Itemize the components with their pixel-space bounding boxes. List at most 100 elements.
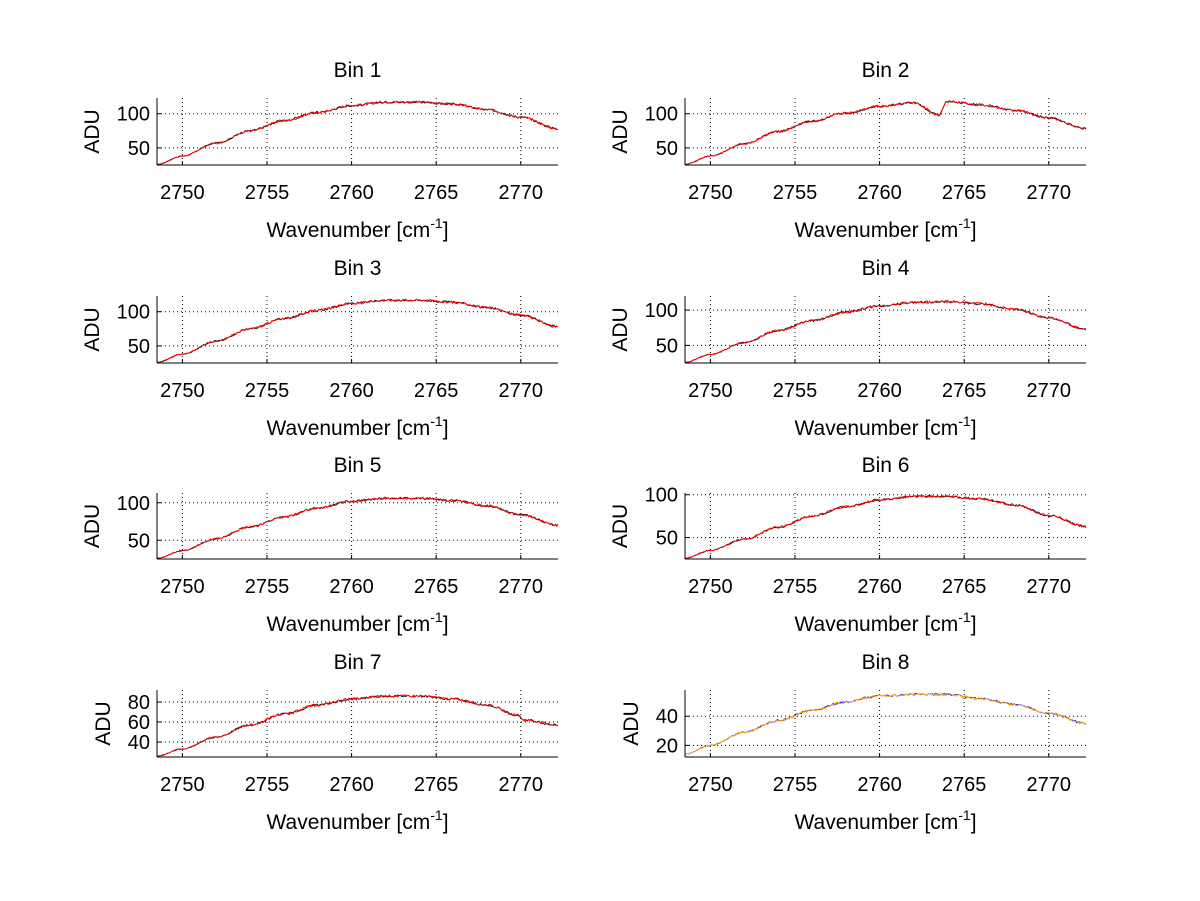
x-tick-label: 2760	[857, 182, 902, 204]
x-axis-label: Wavenumber [cm-1]	[794, 609, 976, 636]
y-axis-label: ADU	[609, 504, 632, 548]
x-tick-label: 2770	[499, 576, 544, 598]
x-axis-label: Wavenumber [cm-1]	[266, 807, 448, 834]
x-tick-label: 2750	[688, 182, 733, 204]
x-tick-label: 2770	[1027, 182, 1072, 204]
x-tick-label: 2770	[499, 774, 544, 796]
subplot-title: Bin 8	[862, 651, 910, 674]
x-tick-label: 2760	[329, 774, 374, 796]
y-tick-label: 50	[656, 528, 678, 550]
x-tick-label: 2755	[245, 774, 290, 796]
spectrum-trace-secondary	[684, 494, 1087, 559]
spectrum-trace	[684, 494, 1087, 559]
x-tick-label: 2760	[857, 576, 902, 598]
y-axis-label: ADU	[81, 109, 104, 153]
x-tick-label: 2750	[160, 182, 205, 204]
x-tick-label: 2760	[329, 380, 374, 402]
x-tick-label: 2765	[942, 576, 987, 598]
x-tick-label: 2755	[245, 182, 290, 204]
x-tick-label: 2765	[414, 774, 459, 796]
spectrum-trace	[156, 298, 559, 363]
y-tick-label: 60	[128, 712, 150, 734]
y-tick-label: 80	[128, 692, 150, 714]
spectrum-trace-secondary	[684, 100, 1087, 165]
x-tick-label: 2765	[414, 380, 459, 402]
x-axis-label: Wavenumber [cm-1]	[794, 413, 976, 440]
subplot-bin-6: Bin 6 2750 2755 2760 2765 2770 50 100 Wavenumber…	[609, 454, 1087, 636]
subplot-title: Bin 6	[862, 454, 910, 477]
y-tick-label: 50	[128, 336, 150, 358]
spectrum-trace-secondary	[156, 694, 559, 757]
y-tick-label: 50	[128, 138, 150, 160]
spectrum-trace	[684, 99, 1087, 166]
spectrum-trace	[156, 496, 559, 559]
spectrum-trace	[684, 692, 1087, 755]
x-tick-label: 2750	[688, 774, 733, 796]
subplot-title: Bin 7	[334, 651, 382, 674]
subplot-title: Bin 4	[862, 257, 910, 280]
spectrum-trace	[156, 100, 559, 166]
subplot-title: Bin 3	[334, 257, 382, 280]
x-tick-label: 2765	[414, 576, 459, 598]
x-tick-label: 2760	[857, 774, 902, 796]
y-tick-label: 40	[656, 706, 678, 728]
y-tick-label: 50	[656, 138, 678, 160]
x-tick-label: 2750	[160, 774, 205, 796]
x-tick-label: 2750	[160, 380, 205, 402]
x-tick-label: 2755	[773, 576, 818, 598]
subplot-title: Bin 1	[334, 59, 382, 82]
x-tick-label: 2765	[942, 182, 987, 204]
y-axis-label: ADU	[81, 307, 104, 351]
y-tick-label: 100	[117, 104, 150, 126]
y-axis-label: ADU	[92, 701, 115, 745]
x-tick-label: 2765	[942, 774, 987, 796]
x-tick-label: 2750	[688, 380, 733, 402]
subplot-bin-3: Bin 3 2750 2755 2760 2765 2770 50 100 Wavenumber…	[81, 257, 559, 440]
y-axis-label: ADU	[609, 109, 632, 153]
x-tick-label: 2755	[773, 774, 818, 796]
x-tick-label: 2755	[245, 380, 290, 402]
x-tick-label: 2770	[1027, 380, 1072, 402]
x-axis-label: Wavenumber [cm-1]	[266, 609, 448, 636]
subplot-bin-8: Bin 8 2750 2755 2760 2765 2770 20 40 Wavenumber …	[620, 651, 1087, 834]
x-axis-label: Wavenumber [cm-1]	[266, 413, 448, 440]
x-tick-label: 2755	[773, 380, 818, 402]
y-tick-label: 50	[128, 530, 150, 552]
x-tick-label: 2755	[245, 576, 290, 598]
y-tick-label: 20	[656, 735, 678, 757]
y-tick-label: 50	[656, 335, 678, 357]
y-axis-label: ADU	[620, 701, 643, 745]
x-tick-label: 2770	[499, 380, 544, 402]
y-axis-label: ADU	[609, 307, 632, 351]
subplot-bin-5: Bin 5 2750 2755 2760 2765 2770 50 100 Wavenumber…	[81, 454, 559, 636]
x-tick-label: 2770	[499, 182, 544, 204]
y-tick-label: 40	[128, 732, 150, 754]
y-tick-label: 100	[117, 493, 150, 515]
x-tick-label: 2750	[688, 576, 733, 598]
x-tick-label: 2750	[160, 576, 205, 598]
subplot-bin-4: Bin 4 2750 2755 2760 2765 2770 50 100 Wavenumber…	[609, 257, 1087, 440]
spectrum-trace-secondary	[156, 100, 559, 165]
x-tick-label: 2770	[1027, 774, 1072, 796]
y-tick-label: 100	[645, 485, 678, 507]
x-axis-label: Wavenumber [cm-1]	[266, 215, 448, 242]
x-axis-label: Wavenumber [cm-1]	[794, 215, 976, 242]
spectrum-trace	[684, 299, 1087, 363]
spectrum-trace	[156, 694, 559, 757]
y-tick-label: 100	[117, 302, 150, 324]
y-tick-label: 100	[645, 300, 678, 322]
subplot-bin-1: Bin 1 2750 2755 2760 2765 2770 50 100 Wavenumber…	[81, 59, 559, 242]
subplot-title: Bin 5	[334, 454, 382, 477]
x-tick-label: 2765	[942, 380, 987, 402]
x-tick-label: 2755	[773, 182, 818, 204]
subplot-title: Bin 2	[862, 59, 910, 82]
spectrum-trace-secondary	[156, 496, 559, 559]
x-tick-label: 2765	[414, 182, 459, 204]
spectrum-trace-secondary	[156, 298, 559, 363]
y-tick-label: 100	[645, 104, 678, 126]
subplot-bin-2: Bin 2 2750 2755 2760 2765 2770 50 100 Wavenumber…	[609, 59, 1087, 242]
x-tick-label: 2760	[857, 380, 902, 402]
x-tick-label: 2770	[1027, 576, 1072, 598]
